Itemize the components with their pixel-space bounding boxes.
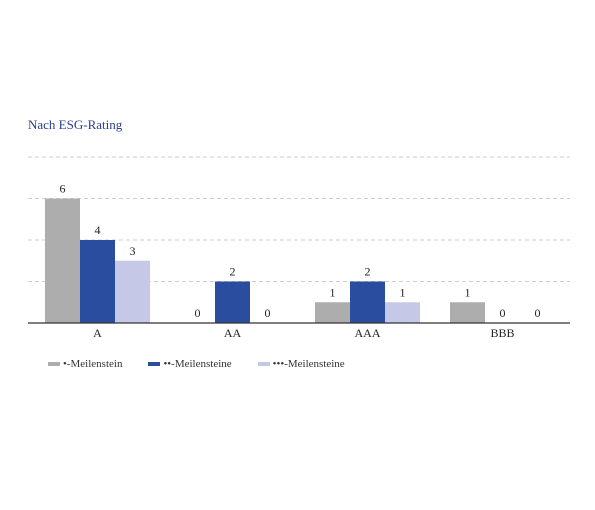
chart-title: Nach ESG-Rating [28, 117, 123, 132]
legend-item: •-Meilenstein [48, 358, 122, 370]
data-label: 1 [330, 285, 336, 299]
legend-swatch [48, 362, 60, 366]
data-label: 2 [230, 265, 236, 279]
x-tick-label: AAA [355, 326, 381, 340]
bar [45, 198, 80, 323]
bar [215, 281, 250, 323]
bar [350, 281, 385, 323]
data-label: 3 [130, 244, 136, 258]
bar [450, 302, 485, 323]
legend-label: •-Meilenstein [63, 358, 123, 370]
legend: •-Meilenstein ••-Meilensteine •••-Meilenst… [48, 358, 371, 370]
x-tick-label: AA [224, 326, 242, 340]
data-label: 0 [195, 306, 201, 320]
data-label: 6 [60, 182, 66, 196]
data-label: 1 [400, 285, 406, 299]
bar [115, 260, 150, 323]
bar [315, 302, 350, 323]
x-tick-label: BBB [490, 326, 514, 340]
legend-item: ••-Meilensteine [148, 358, 232, 370]
data-label: 0 [265, 306, 271, 320]
legend-label: ••-Meilensteine [163, 358, 232, 370]
data-label: 0 [500, 306, 506, 320]
bar [385, 302, 420, 323]
data-label: 0 [535, 306, 541, 320]
x-tick-label: A [93, 326, 102, 340]
data-label: 1 [465, 285, 471, 299]
legend-label: •••-Meilensteine [272, 358, 345, 370]
bar [80, 240, 115, 323]
legend-item: •••-Meilensteine [257, 358, 345, 370]
legend-swatch [257, 362, 270, 366]
legend-swatch [148, 362, 161, 366]
data-label: 4 [95, 223, 101, 237]
data-label: 2 [365, 265, 371, 279]
